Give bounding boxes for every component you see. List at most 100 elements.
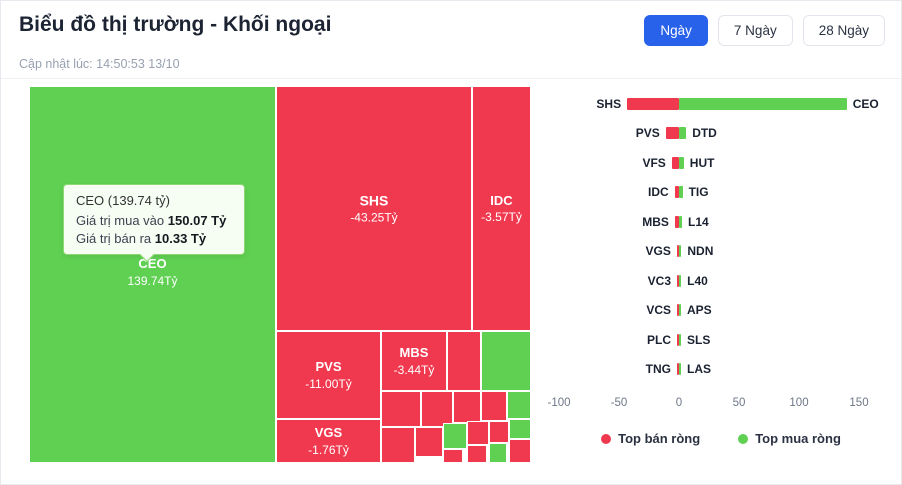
treemap-tile-label: MBS -3.44Tỷ	[393, 345, 435, 377]
buy-ticker-label: APS	[687, 303, 712, 318]
tooltip-sell-label: Giá trị bán ra	[76, 231, 152, 246]
tooltip-sell-line: Giá trị bán ra 10.33 Tỷ	[76, 231, 232, 246]
flow-row: PLC SLS	[553, 325, 889, 355]
treemap-tile-small[interactable]	[509, 439, 531, 463]
sell-ticker-label: VC3	[647, 273, 671, 288]
axis-tick: 50	[732, 397, 746, 409]
treemap-tile-pvs[interactable]: PVS -11.00Tỷ	[276, 331, 381, 419]
page-title: Biểu đồ thị trường - Khối ngoại	[19, 13, 332, 36]
treemap-tile-small[interactable]	[507, 391, 531, 419]
flow-row: MBS L14	[553, 207, 889, 237]
treemap-tile-small[interactable]	[447, 331, 481, 391]
buy-ticker-label: TIG	[688, 185, 709, 200]
treemap-tile-idc[interactable]: IDC -3.57Tỷ	[472, 86, 531, 331]
sell-ticker-label: PLC	[647, 332, 671, 347]
treemap-tile-shs[interactable]: SHS -43.25Tỷ	[276, 86, 472, 331]
tooltip-buy-line: Giá trị mua vào 150.07 Tỷ	[76, 213, 232, 228]
legend-sell-label: Top bán ròng	[618, 431, 701, 446]
buy-ticker-label: L14	[688, 214, 709, 229]
treemap-tile-label: SHS -43.25Tỷ	[350, 191, 398, 225]
buy-bar	[679, 304, 681, 317]
range-button-day[interactable]: Ngày	[644, 15, 708, 46]
treemap: CEO 139.74Tỷ SHS -43.25Tỷ IDC -3.57Tỷ PV…	[29, 86, 531, 463]
flow-row: SHS CEO	[553, 89, 889, 119]
sell-dot-icon	[601, 433, 612, 444]
sell-ticker-label: PVS	[635, 126, 660, 141]
tooltip-sell-value: 10.33 Tỷ	[154, 231, 207, 246]
tooltip-title: CEO (139.74 tỷ)	[76, 193, 170, 208]
foreign-flow-chart: SHS CEO PVS DTD VFS HUT IDC TIG MBS L14 VGS NDN VC3 L…	[547, 89, 889, 475]
flow-row: VGS NDN	[553, 237, 889, 267]
sell-bar	[674, 215, 679, 228]
treemap-tile-label: VGS -1.76Tỷ	[308, 425, 349, 457]
treemap-tile-small[interactable]	[453, 391, 481, 423]
buy-ticker-label: L40	[687, 273, 708, 288]
treemap-tile-small[interactable]	[481, 391, 507, 421]
legend-buy-label: Top mua ròng	[755, 431, 841, 446]
flow-axis: -100 -50 0 50 100 150	[547, 397, 889, 413]
buy-ticker-label: DTD	[692, 126, 717, 141]
buy-ticker-label: SLS	[687, 332, 711, 347]
legend-sell: Top bán ròng	[601, 431, 700, 446]
buy-bar	[679, 97, 847, 110]
flow-row: TNG LAS	[553, 355, 889, 385]
buy-ticker-label: CEO	[852, 96, 879, 111]
flow-legend: Top bán ròng Top mua ròng	[553, 431, 889, 446]
axis-tick: -100	[547, 397, 571, 409]
sell-ticker-label: TNG	[645, 362, 671, 377]
treemap-tile-small[interactable]	[509, 419, 531, 439]
header-divider	[1, 78, 901, 79]
treemap-tile-small[interactable]	[467, 421, 489, 445]
sell-bar	[627, 97, 679, 110]
buy-bar	[679, 156, 684, 169]
buy-bar	[679, 245, 682, 258]
treemap-tile-small[interactable]	[489, 421, 509, 443]
treemap-tile-label: IDC -3.57Tỷ	[481, 192, 522, 225]
axis-tick: 0	[675, 397, 683, 409]
flow-row: VFS HUT	[553, 148, 889, 178]
buy-bar	[679, 127, 687, 140]
legend-buy: Top mua ròng	[738, 431, 841, 446]
treemap-tile-mbs[interactable]: MBS -3.44Tỷ	[381, 331, 447, 391]
range-button-28day[interactable]: 28 Ngày	[802, 15, 885, 46]
treemap-tile-small[interactable]	[381, 391, 421, 427]
axis-tick: 100	[789, 397, 809, 409]
treemap-tile-label: PVS -11.00Tỷ	[305, 359, 352, 391]
range-button-7day[interactable]: 7 Ngày	[717, 15, 793, 46]
sell-ticker-label: VFS	[642, 155, 666, 170]
range-button-group: Ngày 7 Ngày 28 Ngày	[644, 15, 885, 46]
buy-bar	[679, 333, 681, 346]
sell-bar	[665, 127, 679, 140]
treemap-tile-label: CEO 139.74Tỷ	[127, 256, 178, 288]
sell-ticker-label: SHS	[596, 96, 622, 111]
treemap-tile-small[interactable]	[481, 331, 531, 391]
buy-ticker-label: NDN	[687, 244, 714, 259]
foreign-flow-bars: SHS CEO PVS DTD VFS HUT IDC TIG MBS L14 VGS NDN VC3 L…	[553, 89, 889, 384]
treemap-tile-small[interactable]	[421, 391, 453, 427]
sell-bar	[674, 186, 679, 199]
treemap-tile-small[interactable]	[467, 445, 487, 463]
flow-row: PVS DTD	[553, 119, 889, 149]
treemap-tile-small[interactable]	[443, 449, 463, 463]
buy-bar	[679, 363, 681, 376]
axis-tick: -50	[610, 397, 628, 409]
flow-row: VCS APS	[553, 296, 889, 326]
treemap-tile-ceo[interactable]: CEO 139.74Tỷ	[29, 86, 276, 463]
sell-bar	[677, 333, 679, 346]
updated-at-text: Cập nhật lúc: 14:50:53 13/10	[19, 57, 180, 71]
sell-ticker-label: MBS	[642, 214, 669, 229]
buy-ticker-label: LAS	[687, 362, 711, 377]
treemap-tile-small[interactable]	[381, 427, 415, 463]
buy-bar	[679, 215, 682, 228]
treemap-tile-small[interactable]	[443, 423, 467, 449]
treemap-tile-vgs[interactable]: VGS -1.76Tỷ	[276, 419, 381, 463]
buy-bar	[679, 274, 682, 287]
treemap-tile-small[interactable]	[415, 427, 443, 457]
treemap-tile-small[interactable]	[489, 443, 507, 463]
buy-bar	[679, 186, 683, 199]
buy-dot-icon	[738, 433, 749, 444]
tooltip-buy-value: 150.07 Tỷ	[167, 213, 227, 228]
flow-row: IDC TIG	[553, 178, 889, 208]
sell-bar	[677, 274, 679, 287]
sell-ticker-label: VGS	[645, 244, 671, 259]
